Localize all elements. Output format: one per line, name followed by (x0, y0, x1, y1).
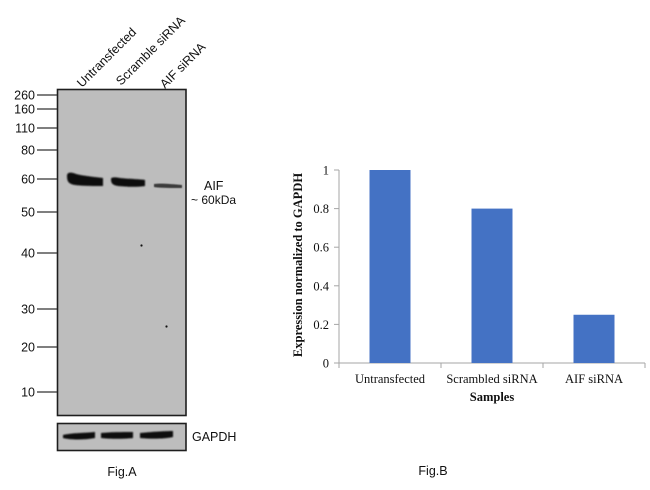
x-tick-label: Untransfected (355, 372, 426, 386)
marker-label: 60 (21, 173, 35, 187)
marker-label: 80 (21, 144, 35, 158)
blot-membrane (56, 88, 187, 417)
bar-chart-panel: 0 0.2 0.4 0.6 0.8 1 Untransfected Scrambled si… (291, 164, 646, 478)
marker-label: 20 (21, 341, 35, 355)
bars (369, 170, 615, 363)
aif-bands (67, 172, 182, 188)
marker-label: 110 (15, 122, 35, 136)
bar-aif-sirna (573, 314, 615, 363)
figure-b-caption: Fig.B (418, 464, 447, 478)
y-axis-label: Expression normalized to GAPDH (291, 173, 305, 357)
bar-scrambled-sirna (471, 208, 513, 363)
band-lane-2 (111, 177, 145, 187)
gapdh-bands (63, 431, 173, 440)
y-tick-label: 0.8 (313, 202, 329, 216)
y-tick-label: 0.4 (313, 279, 329, 293)
gapdh-band-lane-1 (63, 432, 95, 440)
lane-labels: Untransfected Scramble siRNA AIF siRNA (74, 13, 209, 91)
lane-label-aif-sirna: AIF siRNA (157, 40, 209, 92)
y-tick-label: 1 (323, 164, 329, 178)
membrane-speck (165, 325, 168, 328)
band-lane-1 (67, 172, 103, 186)
x-axis-label: Samples (470, 390, 515, 404)
loading-control-label: GAPDH (192, 430, 236, 444)
y-axis-ticks: 0 0.2 0.4 0.6 0.8 1 (313, 164, 339, 371)
marker-label: 10 (21, 386, 35, 400)
target-protein-label: AIF (204, 179, 224, 193)
marker-label: 40 (21, 247, 35, 261)
y-tick-label: 0 (323, 357, 329, 371)
x-tick-label: Scrambled siRNA (446, 372, 537, 386)
y-tick-label: 0.2 (313, 318, 329, 332)
bar-untransfected (369, 170, 411, 363)
western-blot-panel: Untransfected Scramble siRNA AIF siRNA 2… (14, 13, 236, 479)
marker-label: 160 (14, 103, 35, 117)
marker-label: 260 (14, 89, 35, 103)
x-axis-ticks (338, 363, 646, 368)
target-size-label: ~ 60kDa (191, 193, 236, 207)
band-lane-3 (154, 183, 182, 188)
gapdh-band-lane-3 (140, 431, 173, 439)
figure-a-caption: Fig.A (107, 465, 137, 479)
marker-label: 50 (21, 206, 35, 220)
x-tick-label: AIF siRNA (565, 372, 623, 386)
y-tick-label: 0.6 (313, 241, 329, 255)
gapdh-band-lane-2 (101, 432, 133, 439)
marker-label: 30 (21, 303, 35, 317)
membrane-speck (140, 244, 143, 247)
x-tick-labels: Untransfected Scrambled siRNA AIF siRNA (355, 372, 623, 386)
